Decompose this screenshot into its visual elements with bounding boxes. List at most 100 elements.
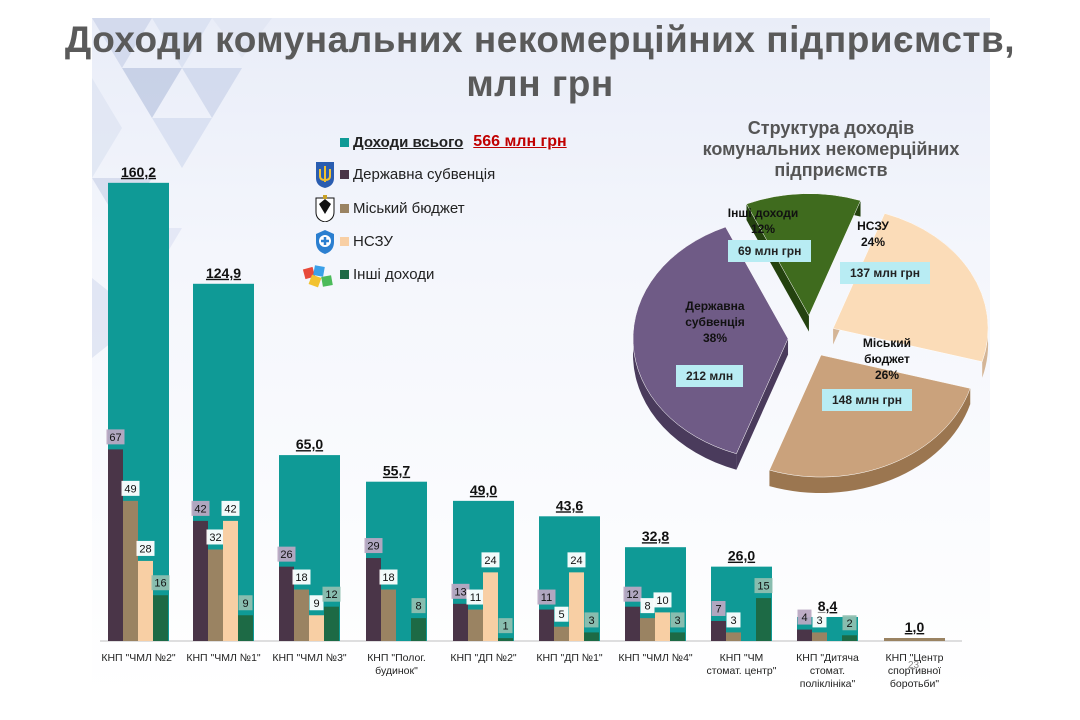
bar-value-box <box>364 538 383 554</box>
bar-value-box <box>106 429 125 445</box>
bar-value-box <box>623 586 642 602</box>
bar-value-label: 29 <box>367 541 379 553</box>
pie-amount-nszu: 137 млн грн <box>840 262 931 284</box>
bar-value-box <box>309 595 324 611</box>
legend-city-label: Міський бюджет <box>353 200 465 217</box>
pie-title-line-1: Структура доходів <box>747 118 915 138</box>
bar-value-label: 7 <box>715 603 721 615</box>
bar-value-label: 8 <box>644 601 650 613</box>
bar-total-label: 8,4 <box>818 598 838 614</box>
legend-total: Доходи всього 566 млн грн <box>340 133 567 151</box>
bar-nszu <box>483 572 498 641</box>
bar-other <box>498 638 513 641</box>
bar-other <box>670 632 685 641</box>
bar-value-box <box>812 612 827 628</box>
legend-total-value: 566 млн грн <box>473 133 567 150</box>
bar-total-label: 55,7 <box>383 463 410 479</box>
bar-value-box <box>726 612 741 628</box>
bar-value-label: 11 <box>470 592 481 604</box>
bar-value-box <box>238 595 253 611</box>
bar-value-box <box>322 586 341 602</box>
bar-value-box <box>711 600 726 616</box>
bar-nszu <box>309 615 324 641</box>
bar-city <box>294 589 309 641</box>
bar-value-label: 24 <box>570 555 582 567</box>
pie-label-subvention-name-1: Державна <box>685 299 745 313</box>
category-label: КНП "Дитяча <box>796 652 859 664</box>
category-label: КНП "ДП №1" <box>536 652 603 664</box>
category-label: КНП "Центр <box>886 652 944 664</box>
bar-other <box>153 595 168 641</box>
bar-value-label: 32 <box>209 532 221 544</box>
bar-subvention <box>366 558 381 641</box>
pie-slice-nszu <box>832 213 989 363</box>
bar-value-label: 67 <box>109 432 121 444</box>
title-line-1: Доходи комунальних некомерційних підприє… <box>64 19 1016 60</box>
bar-other <box>411 618 426 641</box>
bar-value-box <box>498 618 513 634</box>
bar-value-label: 8 <box>415 601 421 613</box>
bar-city <box>812 632 827 641</box>
bar-subvention <box>193 520 208 641</box>
title-line-2: млн грн <box>466 63 614 104</box>
bar-value-label: 10 <box>656 595 668 607</box>
bar-value-label: 12 <box>626 589 638 601</box>
category-label: КНП "ЧМЛ №1" <box>186 652 261 664</box>
legend-swatch-total <box>340 137 349 147</box>
legend-nszu: НСЗУ <box>340 233 393 250</box>
pie-label-nszu-name: НСЗУ <box>857 219 889 233</box>
bar-value-box <box>584 612 599 628</box>
pie-slice-city-side <box>769 388 971 494</box>
pie-label-city-name-2: бюджет <box>864 352 910 366</box>
bar-value-label: 42 <box>224 503 236 515</box>
bar-value-box <box>466 589 485 605</box>
bar-value-box <box>670 612 685 628</box>
bar-city <box>208 549 223 641</box>
bar-value-box <box>379 569 398 585</box>
legend-swatch-other <box>340 270 349 279</box>
legend-swatch-city <box>340 204 349 213</box>
legend-subvention-label: Державна субвенція <box>353 166 496 183</box>
bar-value-label: 3 <box>730 615 736 627</box>
bar-value-label: 24 <box>484 555 496 567</box>
bar-value-label: 5 <box>558 609 564 621</box>
pie-title-line-2: комунальних некомерційних <box>702 139 960 159</box>
legend-other: Інші доходи <box>340 266 434 283</box>
bar-value-box <box>567 552 586 568</box>
bar-total-label: 160,2 <box>121 164 156 180</box>
pie-label-subvention-name-2: субвенція <box>685 315 745 329</box>
pie-title-line-3: підприємств <box>774 160 888 180</box>
bar-nszu <box>138 560 153 641</box>
legend-subvention: Державна субвенція <box>340 166 495 183</box>
pie-label-nszu: НСЗУ 24% <box>838 218 908 250</box>
bar-subvention <box>539 609 554 641</box>
pie-label-nszu-percent: 24% <box>860 235 886 249</box>
bar-value-label: 18 <box>382 572 394 584</box>
bar-value-label: 11 <box>541 592 552 604</box>
pie-label-other-name: Інші доходи <box>727 206 799 220</box>
pie-amount-other: 69 млн грн <box>728 240 812 262</box>
bar-value-label: 13 <box>454 586 466 598</box>
bar-value-label: 18 <box>295 572 307 584</box>
bar-value-box <box>640 598 655 614</box>
bar-total-label: 124,9 <box>206 265 241 281</box>
bar-value-label: 1 <box>502 621 508 633</box>
bar-value-label: 9 <box>242 598 248 610</box>
bar-value-box <box>151 575 170 591</box>
pie-label-other: Інші доходи 12% <box>718 205 808 237</box>
bar-value-box <box>554 606 569 622</box>
bar-city <box>381 589 396 641</box>
bar-value-box <box>653 592 672 608</box>
pie-slice-subvention-edge <box>736 338 789 470</box>
bar-value-label: 26 <box>280 549 292 561</box>
legend-swatch-nszu <box>340 237 349 246</box>
pie-slice-city <box>769 354 971 478</box>
bar-value-box <box>481 552 500 568</box>
legend-city: Міський бюджет <box>340 200 465 217</box>
bar-subvention <box>711 620 726 641</box>
category-label: спортивної <box>888 665 941 677</box>
bar-value-box <box>797 609 812 625</box>
pie-slice-subvention <box>632 226 789 455</box>
bar-city <box>640 618 655 641</box>
